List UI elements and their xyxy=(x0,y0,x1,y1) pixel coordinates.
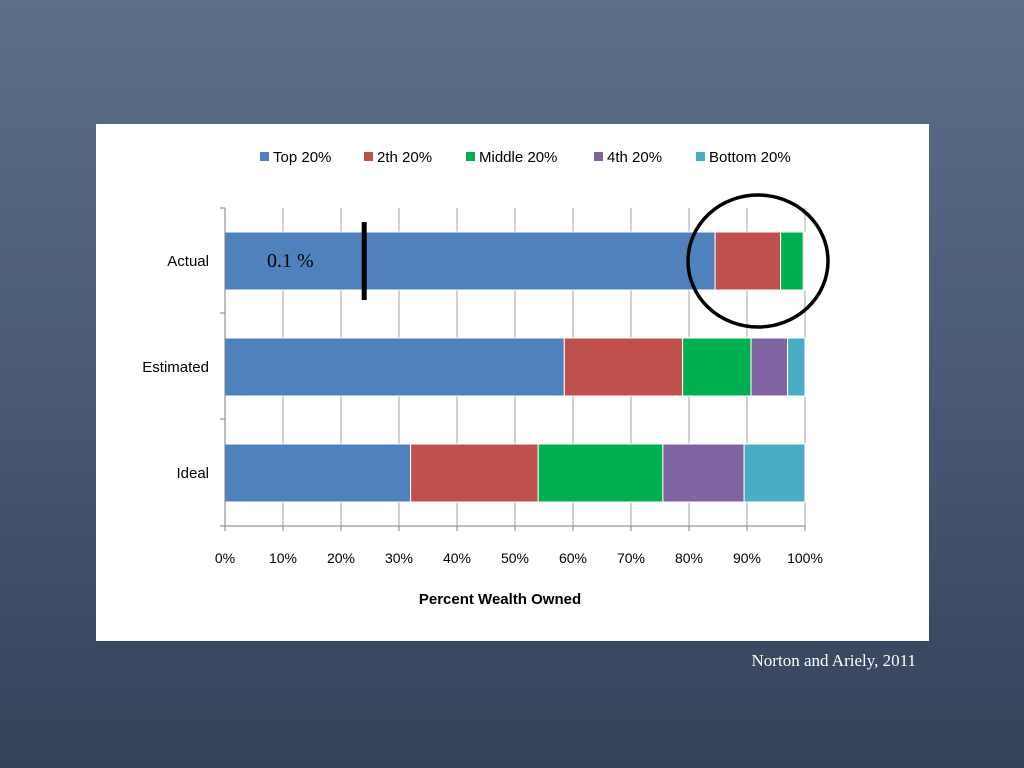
x-tick-label: 70% xyxy=(617,550,645,566)
highlight-circle xyxy=(686,193,830,329)
marker-label: 0.1 % xyxy=(267,250,314,272)
legend-label: Bottom 20% xyxy=(709,149,791,166)
bars xyxy=(224,231,806,503)
x-tick-label: 100% xyxy=(787,550,823,566)
bar-segment xyxy=(224,337,565,397)
bar-segment xyxy=(662,443,745,503)
x-tick-label: 20% xyxy=(327,550,355,566)
legend-label: 4th 20% xyxy=(607,149,662,166)
category-label: Estimated xyxy=(142,359,209,376)
bar-segment xyxy=(743,443,806,503)
category-label: Actual xyxy=(167,253,209,270)
bar-segment xyxy=(563,337,684,397)
x-tick-label: 90% xyxy=(733,550,761,566)
axes: 0% 10% 20% 30% 40% 50% 60% 70% 80% 90% 100% Actual E… xyxy=(142,207,823,566)
x-tick-label: 30% xyxy=(385,550,413,566)
bar-segment xyxy=(410,443,539,503)
x-tick-label: 50% xyxy=(501,550,529,566)
wealth-distribution-chart: 0% 10% 20% 30% 40% 50% 60% 70% 80% 90% 100% Actual E… xyxy=(142,149,830,608)
bar-segment xyxy=(780,231,804,291)
legend-swatch xyxy=(466,152,475,161)
legend: Top 20% 2th 20% Middle 20% 4th 20% Bottom 20… xyxy=(260,149,791,166)
citation: Norton and Ariely, 2011 xyxy=(751,651,916,670)
legend-label: Top 20% xyxy=(273,149,331,166)
category-label: Ideal xyxy=(176,465,209,482)
x-axis-title: Percent Wealth Owned xyxy=(419,591,581,608)
bar-segment xyxy=(750,337,789,397)
x-tick-label: 40% xyxy=(443,550,471,566)
bar-segment xyxy=(537,443,664,503)
bar-segment xyxy=(714,231,782,291)
x-tick-label: 10% xyxy=(269,550,297,566)
chart-panel: 0% 10% 20% 30% 40% 50% 60% 70% 80% 90% 100% Actual E… xyxy=(96,124,929,641)
legend-swatch xyxy=(260,152,269,161)
x-tick-label: 0% xyxy=(215,550,235,566)
x-tick-label: 80% xyxy=(675,550,703,566)
legend-swatch xyxy=(364,152,373,161)
legend-label: 2th 20% xyxy=(377,149,432,166)
legend-swatch xyxy=(696,152,705,161)
legend-label: Middle 20% xyxy=(479,149,557,166)
bar-segment xyxy=(787,337,806,397)
bar-segment xyxy=(682,337,752,397)
annotations: 0.1 % xyxy=(267,193,830,329)
bar-segment xyxy=(224,443,412,503)
bar-segment xyxy=(803,231,806,291)
x-tick-label: 60% xyxy=(559,550,587,566)
legend-swatch xyxy=(594,152,603,161)
